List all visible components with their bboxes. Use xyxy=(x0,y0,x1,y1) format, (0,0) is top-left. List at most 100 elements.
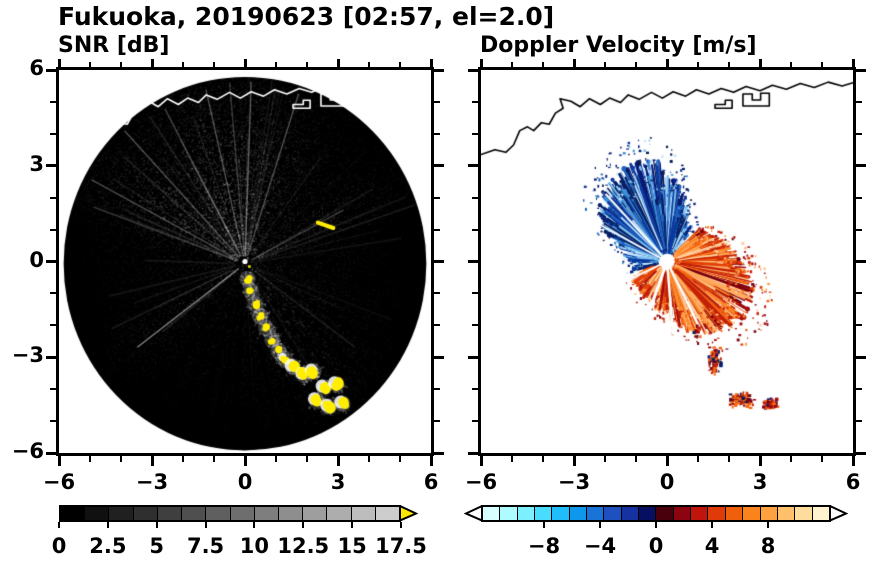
colorbar-tick xyxy=(767,522,769,528)
snr-plot-frame xyxy=(56,67,434,456)
colorbar-segment xyxy=(327,507,352,520)
colorbar-tick-label: 8 xyxy=(760,534,776,558)
colorbar-segment xyxy=(206,507,231,520)
colorbar-segment xyxy=(254,507,279,520)
x-minor-tick xyxy=(368,62,370,67)
y-minor-tick xyxy=(472,228,478,231)
x-minor-tick xyxy=(182,456,184,462)
x-tick xyxy=(851,59,855,67)
colorbar-tick-label: 0 xyxy=(51,534,67,558)
y-minor-tick xyxy=(50,420,56,423)
colorbar-segment xyxy=(375,507,400,520)
y-tick xyxy=(46,260,56,263)
y-tick xyxy=(46,451,56,455)
x-tick xyxy=(572,456,576,466)
x-tick-label: 0 xyxy=(659,470,675,494)
colorbar-tick xyxy=(400,522,402,528)
x-tick-label: 6 xyxy=(423,470,439,494)
colorbar-tick-label: −8 xyxy=(527,534,561,558)
colorbar-left-arrow-icon xyxy=(464,505,482,522)
x-tick xyxy=(57,456,61,466)
x-tick xyxy=(758,456,762,466)
colorbar-segment xyxy=(777,507,796,520)
colorbar-tick xyxy=(655,522,657,528)
velocity-ppi-canvas xyxy=(481,70,853,453)
colorbar-segment xyxy=(621,507,640,520)
x-minor-tick xyxy=(213,456,215,462)
y-minor-tick xyxy=(434,292,440,295)
colorbar-segment xyxy=(639,507,657,520)
colorbar-right-arrow-icon xyxy=(400,505,418,522)
colorbar-tick-label: 0 xyxy=(648,534,664,558)
x-minor-tick xyxy=(635,456,637,462)
y-minor-tick xyxy=(434,388,440,391)
y-minor-tick xyxy=(50,100,56,103)
x-tick-label: −3 xyxy=(135,470,169,494)
colorbar-tick xyxy=(599,522,601,528)
y-tick xyxy=(434,260,444,263)
y-tick-label: 6 xyxy=(29,56,44,80)
x-minor-tick xyxy=(697,62,699,67)
y-minor-tick xyxy=(434,420,440,423)
colorbar-segment xyxy=(351,507,376,520)
x-minor-tick xyxy=(399,62,401,67)
colorbar-segment xyxy=(812,507,829,520)
y-minor-tick xyxy=(856,388,862,391)
x-minor-tick xyxy=(120,456,122,462)
y-tick xyxy=(434,451,444,455)
x-minor-tick xyxy=(635,62,637,67)
x-tick-label: 3 xyxy=(330,470,346,494)
x-minor-tick xyxy=(511,62,513,67)
x-tick xyxy=(336,456,340,466)
y-minor-tick xyxy=(472,324,478,327)
colorbar-tick xyxy=(155,522,158,528)
x-tick-label: 6 xyxy=(845,470,861,494)
colorbar-segment xyxy=(157,507,183,520)
x-tick xyxy=(851,456,855,466)
x-minor-tick xyxy=(697,456,699,462)
y-minor-tick xyxy=(434,132,440,135)
x-tick xyxy=(336,59,340,67)
x-tick xyxy=(665,59,669,67)
y-tick-label: −6 xyxy=(11,439,44,463)
y-minor-tick xyxy=(434,324,440,327)
x-minor-tick xyxy=(306,456,308,462)
x-tick-label: 0 xyxy=(237,470,253,494)
y-tick-label: 3 xyxy=(29,151,44,176)
colorbar-segment xyxy=(569,507,588,520)
x-minor-tick xyxy=(368,456,370,462)
colorbar-tick xyxy=(711,522,713,528)
y-minor-tick xyxy=(856,100,862,103)
x-tick xyxy=(429,59,433,67)
x-minor-tick xyxy=(790,62,792,67)
colorbar-segment xyxy=(61,507,86,520)
x-tick xyxy=(57,59,61,67)
x-tick xyxy=(243,59,247,67)
colorbar-segment xyxy=(133,507,158,520)
colorbar-tick-label: 15 xyxy=(337,534,367,558)
x-tick-label: −6 xyxy=(42,470,76,494)
colorbar-tick-label: 10 xyxy=(239,534,270,558)
y-tick xyxy=(468,451,478,455)
y-minor-tick xyxy=(50,132,56,135)
colorbar-tick-label: 4 xyxy=(704,534,720,558)
colorbar-segment xyxy=(182,507,207,520)
colorbar-tick xyxy=(543,522,545,528)
colorbar-tick-label: 12.5 xyxy=(277,534,330,558)
colorbar-segment xyxy=(535,507,553,520)
colorbar-snr xyxy=(59,505,401,522)
colorbar-tick-label: 17.5 xyxy=(375,534,427,558)
colorbar-tick-label: 5 xyxy=(149,534,165,558)
x-minor-tick xyxy=(275,456,277,462)
y-tick xyxy=(856,260,866,263)
y-minor-tick xyxy=(472,196,478,199)
colorbar-tick xyxy=(204,522,207,528)
velocity-plot-frame xyxy=(478,67,856,456)
y-tick xyxy=(46,355,56,359)
y-minor-tick xyxy=(856,196,862,199)
x-tick-label: −3 xyxy=(557,470,591,494)
x-minor-tick xyxy=(542,62,544,67)
x-tick xyxy=(665,456,669,466)
y-tick xyxy=(856,164,866,168)
colorbar-tick-label: 7.5 xyxy=(186,534,225,558)
